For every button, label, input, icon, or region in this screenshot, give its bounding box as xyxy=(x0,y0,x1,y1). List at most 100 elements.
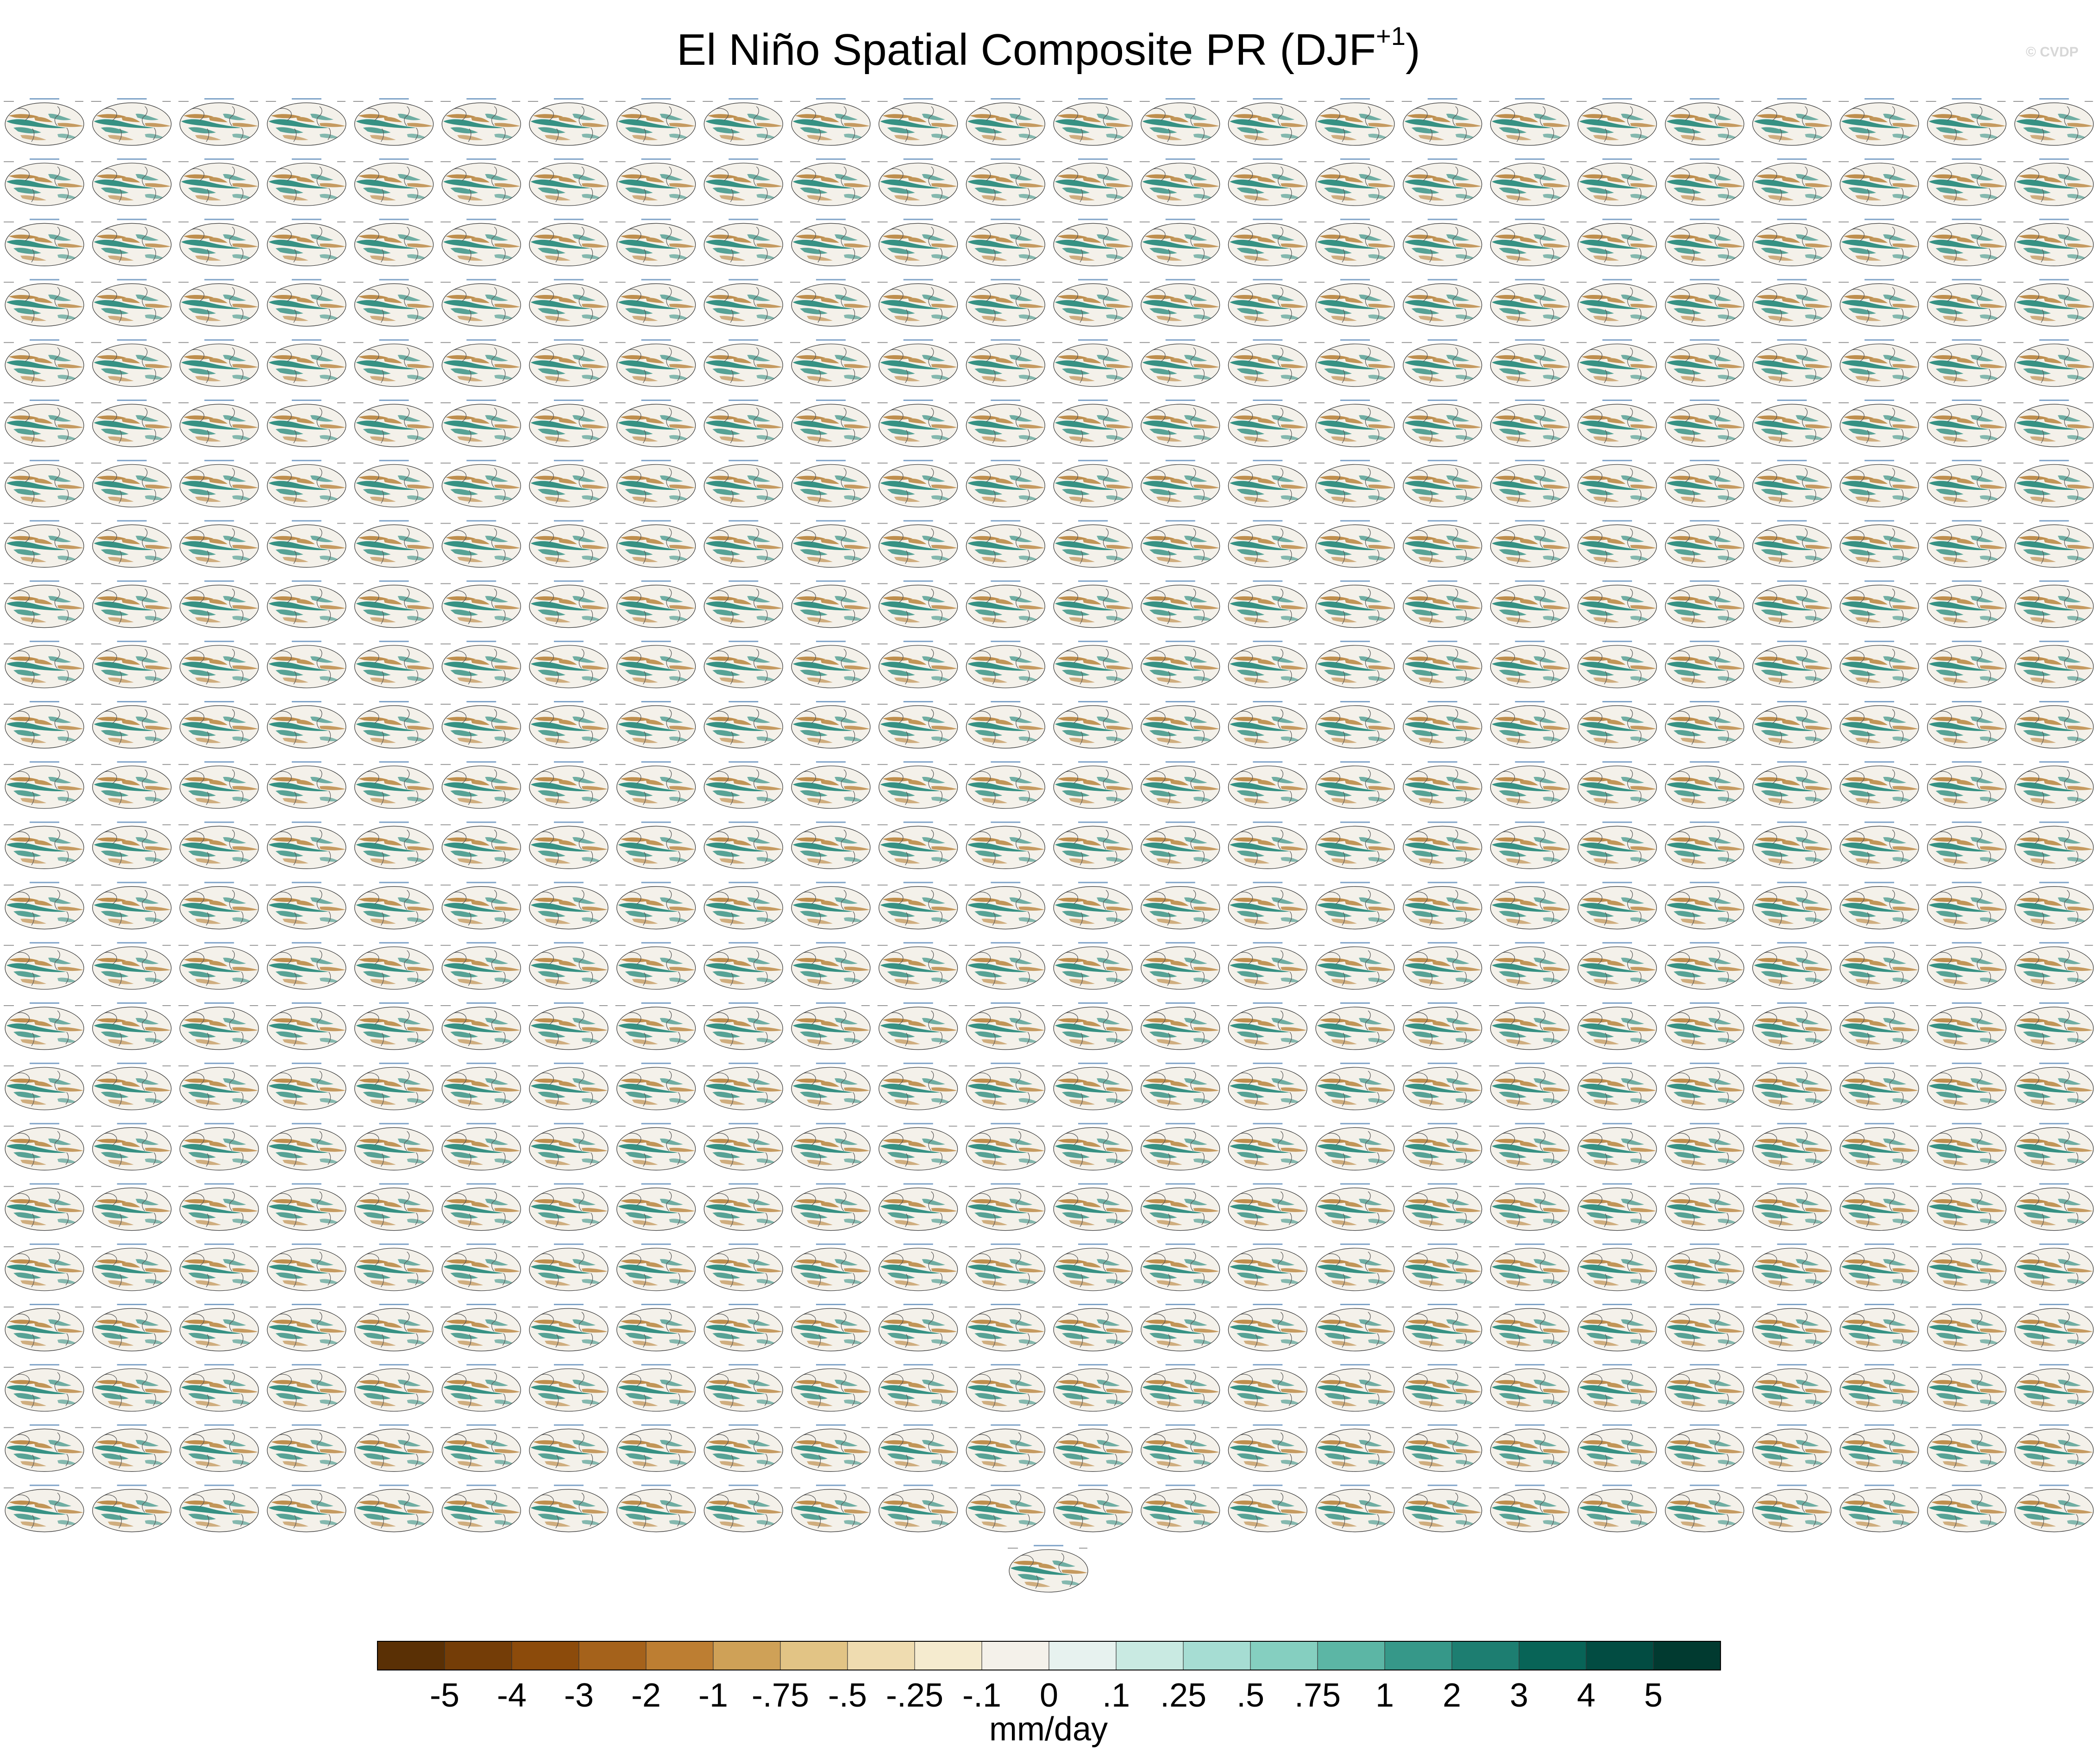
map-panel xyxy=(1140,1424,1220,1471)
map-panel xyxy=(1314,1304,1394,1351)
colorbar-tick-label: -2 xyxy=(631,1677,661,1714)
map-panel xyxy=(703,1364,783,1411)
map-panel xyxy=(528,641,608,688)
map-panel xyxy=(4,1364,84,1411)
map-panel xyxy=(965,279,1045,326)
map-panel xyxy=(178,1123,258,1170)
map-panel xyxy=(1926,219,2006,266)
map-panel xyxy=(965,821,1045,869)
colorbar-tick-label: .25 xyxy=(1160,1677,1206,1714)
map-panel xyxy=(91,339,171,387)
map-panel xyxy=(440,1123,521,1170)
map-panel xyxy=(878,460,958,507)
map-panel xyxy=(1926,1424,2006,1471)
map-panel xyxy=(91,520,171,567)
map-panel xyxy=(2013,520,2093,567)
map-panel xyxy=(91,1424,171,1471)
map-panel xyxy=(1402,1364,1482,1411)
map-panel xyxy=(1926,279,2006,326)
map-panel xyxy=(2013,1183,2093,1231)
map-panel xyxy=(178,1183,258,1231)
map-panel xyxy=(703,339,783,387)
map-panel xyxy=(965,219,1045,266)
map-panel xyxy=(703,1485,783,1532)
colorbar-swatch xyxy=(713,1641,781,1670)
colorbar-swatch xyxy=(1116,1641,1184,1670)
map-panel xyxy=(353,1485,433,1532)
map-panel xyxy=(1839,400,1919,447)
map-panel xyxy=(1227,1183,1307,1231)
map-panel xyxy=(440,1364,521,1411)
map-panel xyxy=(1489,882,1569,929)
map-panel xyxy=(1751,1123,1831,1170)
map-panel xyxy=(1314,219,1394,266)
colorbar-swatch xyxy=(1653,1641,1721,1670)
colorbar-swatch xyxy=(1384,1641,1453,1670)
map-panel xyxy=(2013,581,2093,628)
map-panel xyxy=(353,279,433,326)
map-panel xyxy=(1664,701,1744,748)
map-panel xyxy=(1140,158,1220,206)
map-panel xyxy=(91,460,171,507)
map-panel xyxy=(4,98,84,145)
map-panel xyxy=(1140,1002,1220,1050)
map-panel xyxy=(1314,1183,1394,1231)
map-panel xyxy=(178,942,258,989)
map-panel xyxy=(703,1002,783,1050)
map-panel xyxy=(4,339,84,387)
page-title: El Niño Spatial Composite PR (DJF+1) xyxy=(0,13,2097,78)
map-panel xyxy=(1402,1244,1482,1291)
map-panel xyxy=(1839,1304,1919,1351)
map-panel xyxy=(703,821,783,869)
map-panel xyxy=(266,339,346,387)
colorbar-tick-label: -.5 xyxy=(828,1677,867,1714)
map-panel xyxy=(965,1002,1045,1050)
map-panel xyxy=(1052,1244,1132,1291)
map-panel xyxy=(703,701,783,748)
map-panel xyxy=(528,339,608,387)
map-panel xyxy=(528,460,608,507)
colorbar-tick-label: 1 xyxy=(1375,1677,1394,1714)
map-panel xyxy=(4,219,84,266)
map-panel xyxy=(790,1123,870,1170)
map-panel xyxy=(1052,339,1132,387)
map-panel xyxy=(1751,460,1831,507)
map-panel xyxy=(1664,821,1744,869)
map-panel xyxy=(1227,761,1307,808)
map-panel xyxy=(1576,460,1657,507)
map-panel xyxy=(1402,460,1482,507)
map-panel xyxy=(1751,1063,1831,1110)
map-panel xyxy=(1227,942,1307,989)
map-panel xyxy=(1751,520,1831,567)
map-panel xyxy=(178,761,258,808)
map-panel xyxy=(1751,1002,1831,1050)
map-panel xyxy=(1664,400,1744,447)
map-panel xyxy=(1314,400,1394,447)
map-panel xyxy=(878,400,958,447)
map-panel xyxy=(1140,882,1220,929)
map-panel xyxy=(965,1485,1045,1532)
colorbar-tick-label: -5 xyxy=(430,1677,459,1714)
map-panel xyxy=(1314,279,1394,326)
colorbar-swatch xyxy=(981,1641,1050,1670)
map-panel xyxy=(353,1063,433,1110)
colorbar-swatch xyxy=(1317,1641,1386,1670)
map-panel xyxy=(2013,1244,2093,1291)
map-panel xyxy=(1926,1364,2006,1411)
map-panel xyxy=(1489,942,1569,989)
map-panel xyxy=(1402,279,1482,326)
map-panel xyxy=(1926,98,2006,145)
map-panel xyxy=(266,98,346,145)
map-panel xyxy=(1664,1002,1744,1050)
map-panel xyxy=(615,400,696,447)
map-panel xyxy=(353,882,433,929)
colorbar-tick-label: -.1 xyxy=(962,1677,1001,1714)
map-panel xyxy=(1926,1244,2006,1291)
map-panel xyxy=(1052,641,1132,688)
map-panel xyxy=(615,581,696,628)
colorbar-tick-label: 3 xyxy=(1510,1677,1528,1714)
map-panel xyxy=(965,158,1045,206)
map-panel xyxy=(2013,400,2093,447)
map-panel xyxy=(2013,761,2093,808)
map-panel xyxy=(1751,882,1831,929)
